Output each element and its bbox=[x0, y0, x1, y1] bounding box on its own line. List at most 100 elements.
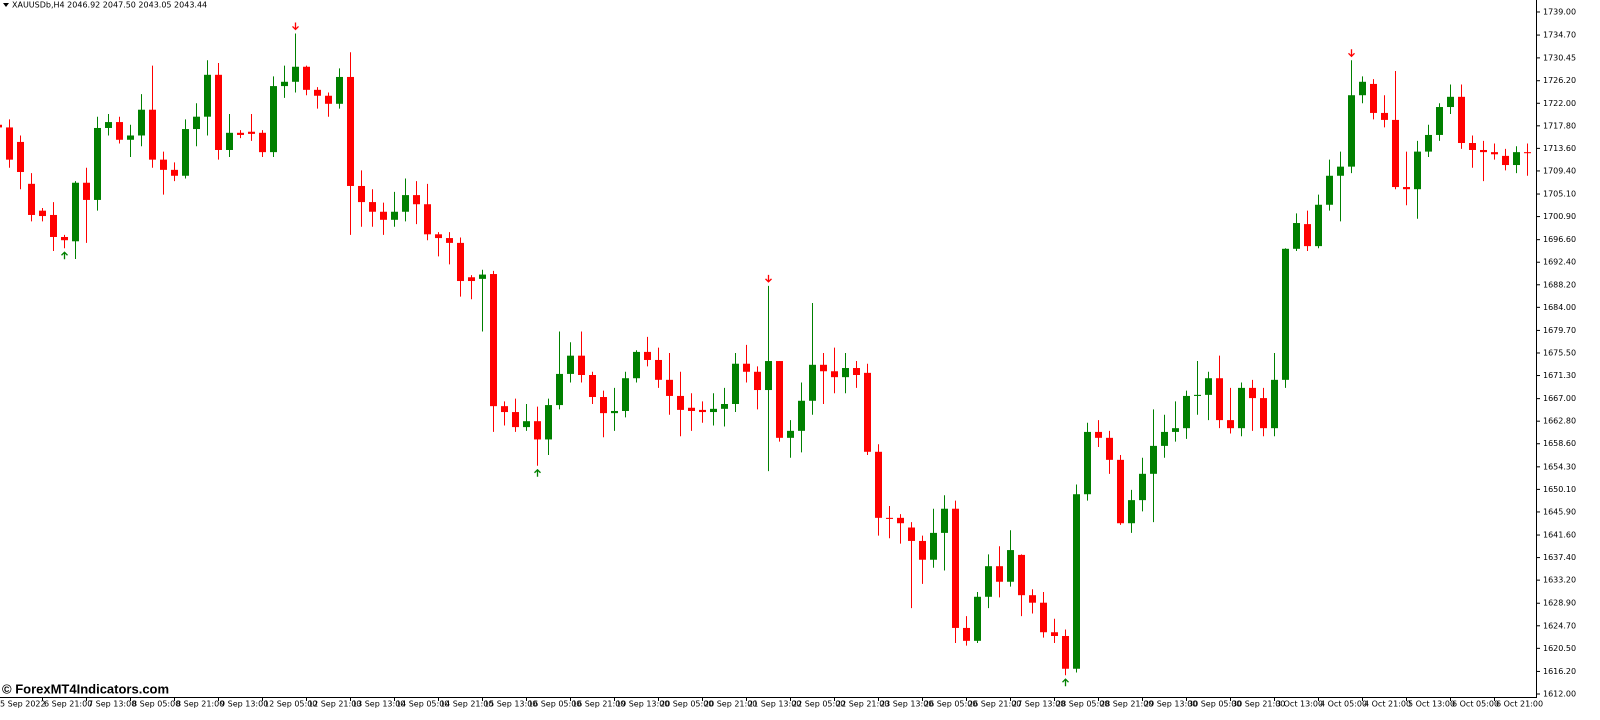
candle-body bbox=[1458, 96, 1465, 144]
candle-body bbox=[1084, 431, 1091, 495]
y-tick-label: 1620.50 bbox=[1543, 644, 1576, 653]
candle-body bbox=[292, 66, 299, 82]
candle-body bbox=[182, 129, 189, 176]
x-tick-label: 4 Oct 05:00 bbox=[1320, 700, 1367, 709]
candle-body bbox=[721, 404, 728, 409]
candle-body bbox=[1183, 395, 1190, 429]
y-tick-label: 1705.10 bbox=[1543, 190, 1576, 199]
y-tick-label: 1713.60 bbox=[1543, 144, 1576, 153]
candle-body bbox=[1007, 550, 1014, 582]
x-tick-label: 21 Sep 13:00 bbox=[748, 700, 801, 709]
chart-header: XAUUSDb,H4 2046.92 2047.50 2043.05 2043.… bbox=[12, 1, 207, 10]
candle-body bbox=[281, 81, 288, 87]
candle-body bbox=[644, 351, 651, 360]
candle-body bbox=[600, 397, 607, 414]
candle-body bbox=[567, 355, 574, 374]
x-tick-label: 5 Oct 13:00 bbox=[1408, 700, 1455, 709]
candle-body bbox=[820, 364, 827, 372]
candle-body bbox=[303, 66, 310, 90]
sell-arrow bbox=[292, 22, 299, 31]
candle-body bbox=[1403, 187, 1410, 190]
candle-body bbox=[1205, 378, 1212, 395]
y-tick-label: 1726.20 bbox=[1543, 76, 1576, 85]
x-tick-label: 16 Sep 05:00 bbox=[528, 700, 581, 709]
y-tick-label: 1633.20 bbox=[1543, 576, 1576, 585]
candle-body bbox=[523, 421, 530, 428]
candle-body bbox=[1326, 175, 1333, 205]
candle-body bbox=[853, 368, 860, 376]
y-tick-label: 1696.60 bbox=[1543, 235, 1576, 244]
candle-body bbox=[1447, 96, 1454, 108]
candle-body bbox=[1194, 394, 1201, 396]
x-tick-label: 14 Sep 05:00 bbox=[396, 700, 449, 709]
candle-body bbox=[886, 517, 893, 519]
candle-body bbox=[215, 74, 222, 150]
y-tick-label: 1641.60 bbox=[1543, 531, 1576, 540]
candle-body bbox=[1370, 83, 1377, 113]
y-tick-label: 1700.90 bbox=[1543, 212, 1576, 221]
candle-body bbox=[787, 430, 794, 438]
candle-body bbox=[6, 127, 13, 160]
x-tick-label: 20 Sep 21:00 bbox=[704, 700, 757, 709]
candle-body bbox=[127, 135, 134, 140]
candle-body bbox=[1524, 152, 1531, 154]
candle-body bbox=[1095, 431, 1102, 438]
candle-body bbox=[28, 183, 35, 215]
y-tick-label: 1624.70 bbox=[1543, 621, 1576, 630]
y-tick-label: 1684.00 bbox=[1543, 303, 1576, 312]
candle-body bbox=[633, 351, 640, 379]
x-tick-label: 7 Sep 13:00 bbox=[88, 700, 136, 709]
y-tick-label: 1667.00 bbox=[1543, 394, 1576, 403]
candle-body bbox=[490, 274, 497, 407]
candle-body bbox=[1018, 554, 1025, 596]
y-tick-label: 1645.90 bbox=[1543, 507, 1576, 516]
candle-body bbox=[457, 242, 464, 282]
candle-body bbox=[17, 141, 24, 173]
x-tick-label: 5 Sep 2022 bbox=[0, 700, 46, 709]
candle-body bbox=[1381, 112, 1388, 120]
candle-body bbox=[941, 508, 948, 533]
candle-body bbox=[611, 410, 618, 414]
candle-body bbox=[50, 214, 57, 237]
candle-body bbox=[743, 363, 750, 372]
candle-body bbox=[468, 277, 475, 282]
candle-body bbox=[677, 395, 684, 410]
x-tick-label: 6 Oct 21:00 bbox=[1496, 700, 1543, 709]
candle-body bbox=[1150, 445, 1157, 474]
candle-body bbox=[1282, 248, 1289, 380]
candle-body bbox=[765, 361, 772, 391]
x-tick-label: 8 Sep 05:00 bbox=[132, 700, 180, 709]
candle-body bbox=[1304, 224, 1311, 247]
candle-body bbox=[1436, 107, 1443, 135]
y-tick-label: 1692.40 bbox=[1543, 258, 1576, 267]
x-tick-label: 3 Oct 13:00 bbox=[1276, 700, 1323, 709]
candle-body bbox=[0, 124, 2, 128]
y-tick-label: 1722.00 bbox=[1543, 99, 1576, 108]
y-tick-label: 1662.80 bbox=[1543, 417, 1576, 426]
x-tick-label: 9 Sep 13:00 bbox=[220, 700, 268, 709]
candle-body bbox=[952, 508, 959, 628]
candle-body bbox=[171, 169, 178, 176]
x-tick-label: 4 Oct 21:00 bbox=[1364, 700, 1411, 709]
y-tick-label: 1612.00 bbox=[1543, 689, 1576, 698]
candle-body bbox=[149, 109, 156, 160]
candle-body bbox=[237, 132, 244, 135]
candle-body bbox=[589, 375, 596, 398]
candle-body bbox=[358, 185, 365, 203]
candle-body bbox=[1260, 398, 1267, 429]
candle-body bbox=[1293, 223, 1300, 249]
x-tick-label: 26 Sep 21:00 bbox=[968, 700, 1021, 709]
y-tick-label: 1734.70 bbox=[1543, 31, 1576, 40]
candle-body bbox=[963, 627, 970, 641]
candle-body bbox=[116, 122, 123, 140]
x-tick-label: 13 Sep 13:00 bbox=[352, 700, 405, 709]
candle-body bbox=[380, 211, 387, 220]
candle-body bbox=[974, 596, 981, 641]
y-tick-label: 1671.30 bbox=[1543, 371, 1576, 380]
candle-body bbox=[501, 406, 508, 413]
x-tick-label: 30 Sep 21:00 bbox=[1232, 700, 1285, 709]
x-tick-label: 26 Sep 05:00 bbox=[924, 700, 977, 709]
candle-body bbox=[413, 195, 420, 205]
x-tick-label: 12 Sep 21:00 bbox=[308, 700, 361, 709]
